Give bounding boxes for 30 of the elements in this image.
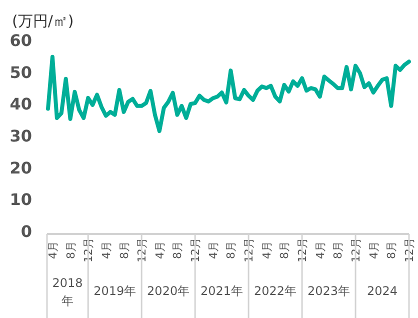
text: 2022年 [254, 284, 297, 298]
y-tick-label: 10 [10, 190, 32, 210]
text: 2023年 [308, 284, 350, 298]
x-tick-label: 4月 [206, 241, 220, 259]
x-tick-label: 4月 [153, 241, 166, 259]
x-tick-label: 4月 [260, 241, 274, 259]
y-tick-label: 30 [10, 126, 32, 146]
text: 2024 [366, 284, 398, 298]
x-tick-label: 4月 [314, 241, 327, 259]
y-tick-label: 40 [10, 94, 32, 114]
x-tick-label: 8月 [118, 241, 131, 259]
x-tick-label: 8月 [385, 241, 398, 259]
line-series [46, 54, 411, 134]
y-tick-label: 20 [10, 158, 32, 178]
y-tick-label: 0 [20, 222, 32, 241]
text: 2020年 [147, 284, 190, 298]
x-tick-label: 8月 [278, 241, 292, 259]
x-tick-label: 8月 [171, 241, 184, 259]
y-tick-label: 50 [10, 62, 32, 82]
ylabel: (万円/㎡) [12, 12, 74, 30]
text: 2019年 [94, 284, 136, 298]
text: 2021年 [200, 284, 244, 298]
text: 2018年 [52, 276, 83, 308]
x-tick-label: 8月 [64, 241, 78, 259]
y-tick-label: 60 [10, 31, 32, 50]
x-tick-label: 4月 [46, 241, 60, 259]
x-tick-label: 8月 [224, 241, 238, 259]
x-tick-label: 4月 [367, 241, 380, 259]
x-tick-label: 8月 [332, 241, 345, 259]
x-tick-label: 4月 [100, 241, 113, 259]
